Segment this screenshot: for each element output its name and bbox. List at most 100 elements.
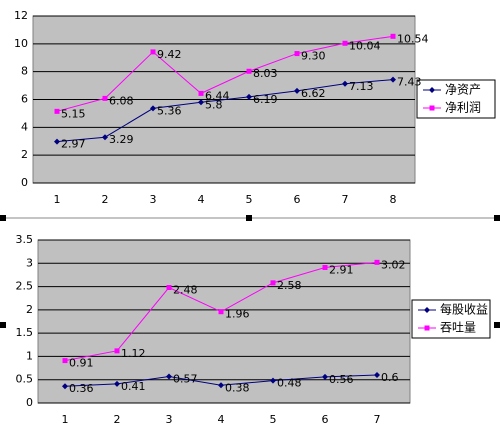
data-label: 6.19 [253,93,278,106]
data-label: 10.04 [349,39,381,52]
data-label: 2.91 [329,263,354,276]
marker [150,105,156,112]
data-label: 8.03 [253,67,278,80]
data-label: 2.58 [277,279,302,292]
selection-frame [0,215,500,328]
marker [198,90,204,96]
x-tick-label: 2 [114,413,121,425]
data-label: 3.29 [109,133,134,146]
data-label: 9.30 [301,50,326,63]
x-tick-label: 1 [54,193,61,206]
data-label: 7.13 [349,80,374,93]
legend-label: 净资产 [445,83,481,97]
x-tick-label: 1 [62,413,69,425]
data-label: 0.48 [277,377,302,390]
data-label: 0.38 [225,381,250,394]
x-tick-label: 8 [390,193,397,206]
series-line [56,79,394,143]
data-label: 5.8 [205,98,223,111]
x-tick-label: 4 [218,413,225,425]
data-label: 6.44 [205,89,230,102]
marker [270,377,276,384]
marker [218,382,224,389]
marker [54,108,60,114]
series-line [56,35,394,112]
x-tick-label: 6 [322,413,329,425]
marker [374,372,380,379]
marker [294,87,300,94]
x-tick-label: 5 [270,413,277,425]
data-label: 0.56 [329,373,354,386]
data-label: 0.6 [381,371,399,384]
marker [150,49,156,55]
data-label: 5.15 [61,107,86,120]
data-label: 7.43 [397,76,422,89]
marker [322,264,328,270]
data-label: 1.96 [225,308,250,321]
x-tick-label: 2 [102,193,109,206]
marker [342,40,348,46]
marker [246,68,252,74]
x-tick-label: 3 [150,193,157,206]
x-tick-label: 5 [246,193,253,206]
y-tick-label: 3.5 [16,233,34,246]
legend-marker [424,325,430,331]
marker [166,285,172,291]
marker [62,383,68,390]
x-tick-label: 7 [374,413,381,425]
data-label: 0.91 [69,357,94,370]
data-label: 5.36 [157,104,182,117]
y-tick-label: 0 [21,176,28,189]
data-label: 2.97 [61,138,86,151]
data-label: 0.41 [121,380,146,393]
marker [218,309,224,315]
y-tick-label: 6 [21,93,28,106]
marker [198,99,204,106]
marker [62,358,68,364]
legend-label: 净利润 [445,101,481,115]
y-tick-label: 1 [26,349,33,362]
x-tick-label: 3 [166,413,173,425]
marker [294,51,300,57]
marker [102,95,108,101]
marker [270,280,276,286]
legend-box [411,299,491,339]
marker [54,138,60,145]
data-label: 1.12 [121,347,146,360]
y-tick-label: 8 [21,65,28,78]
y-tick-label: 2 [21,148,28,161]
x-tick-label: 6 [294,193,301,206]
data-label: 2.48 [173,284,198,297]
marker [342,80,348,87]
data-label: 6.62 [301,87,326,100]
marker [374,259,380,265]
legend-marker [424,307,430,313]
data-label: 10.54 [397,32,429,45]
y-tick-label: 0 [26,396,33,409]
x-tick-label: 7 [342,193,349,206]
legend-marker [429,87,435,93]
y-tick-label: 0.5 [16,373,34,386]
marker [102,134,108,141]
marker [246,93,252,100]
y-tick-label: 3 [26,256,33,269]
legend-label: 吞吐量 [440,321,476,335]
data-label: 6.08 [109,94,134,107]
data-label: 0.36 [69,382,94,395]
x-tick-label: 4 [198,193,205,206]
marker [322,373,328,380]
y-tick-label: 10 [14,37,28,50]
y-tick-label: 1.5 [16,326,34,339]
data-label: 9.42 [157,48,182,61]
y-tick-label: 2.5 [16,280,34,293]
marker [114,380,120,387]
legend-label: 每股收益 [440,302,488,317]
marker [390,33,396,39]
y-tick-label: 4 [21,120,28,133]
marker [166,373,172,380]
legend-box [416,79,496,119]
marker [114,348,120,354]
data-label: 3.02 [381,258,406,271]
y-tick-label: 2 [26,303,33,316]
